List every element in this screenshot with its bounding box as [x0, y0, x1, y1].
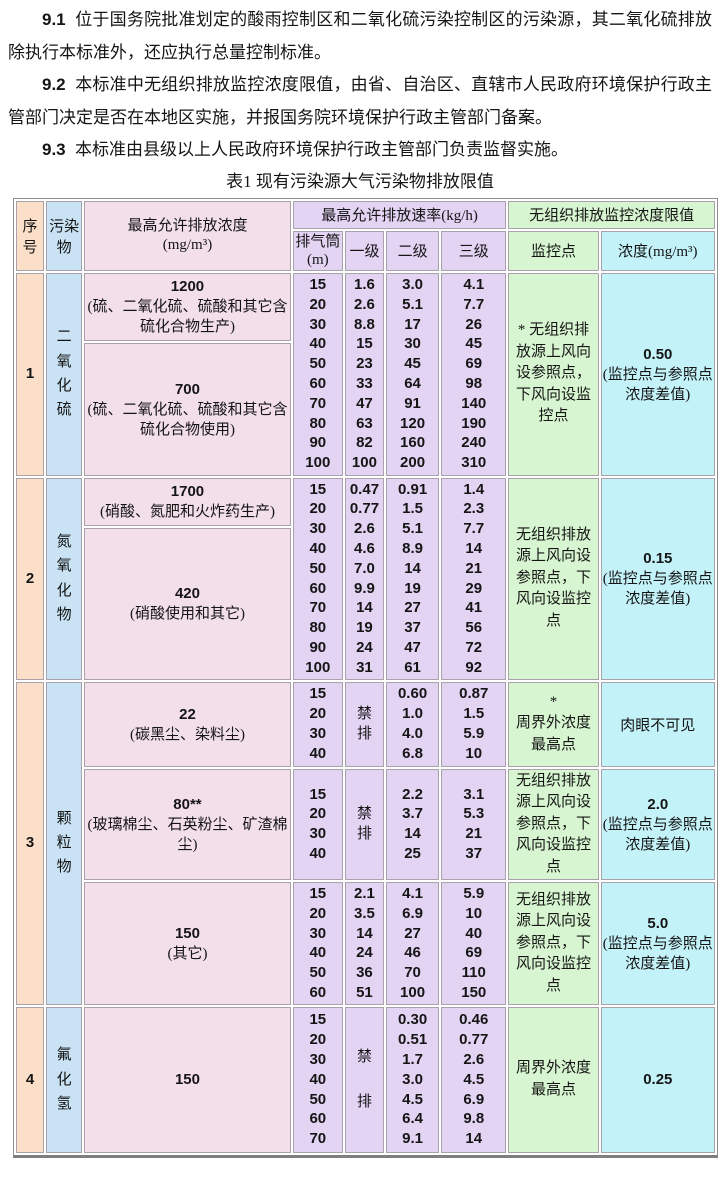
grade1-header: 一级	[344, 230, 384, 271]
table-row: 1 二氧化硫 1200 (硫、二氧化硫、硫酸和其它含硫化合物生产) 15 20 …	[16, 272, 715, 476]
monitor-concentration-cell: 5.0 (监控点与参照点浓度差值)	[600, 882, 715, 1005]
stack-height-cell: 15 20 30 40 50 60 70 80 90 100	[292, 477, 343, 680]
grade1-cell: 1.6 2.6 8.8 15 23 33 47 63 82 100	[344, 272, 384, 476]
seq-header: 序号	[16, 200, 45, 271]
grade1-cell: 禁 排	[344, 768, 384, 880]
grade2-header: 二级	[386, 230, 440, 271]
grade1-cell: 2.1 3.5 14 24 36 51	[344, 882, 384, 1005]
seq-cell: 3	[16, 681, 45, 1005]
concentration-cell: 420 (硝酸使用和其它)	[84, 527, 291, 680]
grade3-cell: 4.1 7.7 26 45 69 98 140 190 240 310	[441, 272, 507, 476]
stack-height-cell: 15 20 30 40	[292, 768, 343, 880]
stack-height-cell: 15 20 30 40 50 60	[292, 882, 343, 1005]
document-body: 9.1 位于国务院批准划定的酸雨控制区和二氧化硫污染控制区的污染源，其二氧化硫排放…	[8, 4, 718, 1158]
monitor-concentration-cell: 2.0 (监控点与参照点浓度差值)	[600, 768, 715, 880]
table-row: 80** (玻璃棉尘、石英粉尘、矿渣棉尘) 15 20 30 40 禁 排 2.…	[16, 768, 715, 880]
table-caption: 表1 现有污染源大气污染物排放限值	[226, 171, 494, 191]
section-number: 9.3	[42, 140, 66, 159]
grade2-cell: 2.2 3.7 14 25	[386, 768, 440, 880]
stack-height-cell: 15 20 30 40 50 60 70 80 90 100	[292, 272, 343, 476]
grade1-cell: 禁 排	[344, 1006, 384, 1153]
emission-limits-table: 序号 污染物 最高允许排放浓度 (mg/m³) 最高允许排放速率(kg/h) 无…	[13, 197, 718, 1158]
grade2-cell: 0.91 1.5 5.1 8.9 14 19 27 37 47 61	[386, 477, 440, 680]
concentration-cell: 700 (硫、二氧化硫、硫酸和其它含硫化合物使用)	[84, 342, 291, 476]
concentration-cell: 22 (碳黑尘、染料尘)	[84, 681, 291, 767]
concentration-cell: 80** (玻璃棉尘、石英粉尘、矿渣棉尘)	[84, 768, 291, 880]
grade2-cell: 0.60 1.0 4.0 6.8	[386, 681, 440, 767]
grade3-cell: 5.9 10 40 69 110 150	[441, 882, 507, 1005]
max-rate-header: 最高允许排放速率(kg/h)	[292, 200, 507, 229]
grade3-cell: 1.4 2.3 7.7 14 21 29 41 56 72 92	[441, 477, 507, 680]
paragraph-text: 本标准中无组织排放监控浓度限值，由省、自治区、直辖市人民政府环境保护行政主管部门…	[8, 75, 712, 127]
fugitive-header: 无组织排放监控浓度限值	[508, 200, 715, 229]
paragraph-text: 本标准由县级以上人民政府环境保护行政主管部门负责监督实施。	[74, 140, 568, 159]
paragraph-9-2: 9.2 本标准中无组织排放监控浓度限值，由省、自治区、直辖市人民政府环境保护行政主…	[8, 69, 712, 134]
concentration-cell: 150	[84, 1006, 291, 1153]
monitor-point-cell: 无组织排放源上风向设参照点，下风向设监控点	[508, 477, 599, 680]
concentration-cell: 150 (其它)	[84, 882, 291, 1005]
pollutant-cell: 氮氧化物	[46, 477, 83, 680]
grade2-cell: 3.0 5.1 17 30 45 64 91 120 160 200	[386, 272, 440, 476]
paragraph-9-3: 9.3 本标准由县级以上人民政府环境保护行政主管部门负责监督实施。	[8, 134, 712, 167]
seq-cell: 1	[16, 272, 45, 476]
section-number: 9.2	[42, 75, 66, 94]
seq-cell: 4	[16, 1006, 45, 1153]
table-row: 150 (其它) 15 20 30 40 50 60 2.1 3.5 14 24…	[16, 882, 715, 1005]
table-row: 2 氮氧化物 1700 (硝酸、氮肥和火炸药生产) 15 20 30 40 50…	[16, 477, 715, 680]
pollutant-header: 污染物	[46, 200, 83, 271]
concentration-cell: 1700 (硝酸、氮肥和火炸药生产)	[84, 477, 291, 526]
monitor-concentration-cell: 0.15 (监控点与参照点浓度差值)	[600, 477, 715, 680]
section-number: 9.1	[42, 10, 66, 29]
table-row: 3 颗粒物 22 (碳黑尘、染料尘) 15 20 30 40 禁 排 0.60 …	[16, 681, 715, 1005]
monitor-conc-header: 浓度(mg/m³)	[600, 230, 715, 271]
monitor-concentration-cell: 0.25	[600, 1006, 715, 1153]
pollutant-cell: 二氧化硫	[46, 272, 83, 476]
monitor-point-cell: * 周界外浓度最高点	[508, 681, 599, 767]
monitor-point-cell: * 无组织排放源上风向设参照点，下风向设监控点	[508, 272, 599, 476]
table-row: 700 (硫、二氧化硫、硫酸和其它含硫化合物使用)	[16, 342, 715, 476]
monitor-point-cell: 周界外浓度最高点	[508, 1006, 599, 1153]
monitor-concentration-cell: 肉眼不可见	[600, 681, 715, 767]
grade1-cell: 禁 排	[344, 681, 384, 767]
monitor-point-cell: 无组织排放源上风向设参照点，下风向设监控点	[508, 882, 599, 1005]
grade3-cell: 3.1 5.3 21 37	[441, 768, 507, 880]
stack-height-cell: 15 20 30 40	[292, 681, 343, 767]
paragraph-9-1: 9.1 位于国务院批准划定的酸雨控制区和二氧化硫污染控制区的污染源，其二氧化硫排放…	[8, 4, 712, 69]
grade2-cell: 0.30 0.51 1.7 3.0 4.5 6.4 9.1	[386, 1006, 440, 1153]
pollutant-cell: 氟化氢	[46, 1006, 83, 1153]
concentration-cell: 1200 (硫、二氧化硫、硫酸和其它含硫化合物生产)	[84, 272, 291, 341]
monitor-concentration-cell: 0.50 (监控点与参照点浓度差值)	[600, 272, 715, 476]
grade3-cell: 0.87 1.5 5.9 10	[441, 681, 507, 767]
monitor-point-cell: 无组织排放源上风向设参照点，下风向设监控点	[508, 768, 599, 880]
max-concentration-header: 最高允许排放浓度 (mg/m³)	[84, 200, 291, 271]
grade1-cell: 0.47 0.77 2.6 4.6 7.0 9.9 14 19 24 31	[344, 477, 384, 680]
stack-height-header: 排气筒 (m)	[292, 230, 343, 271]
paragraph-text: 位于国务院批准划定的酸雨控制区和二氧化硫污染控制区的污染源，其二氧化硫排放除执行…	[8, 10, 712, 62]
grade3-cell: 0.46 0.77 2.6 4.5 6.9 9.8 14	[441, 1006, 507, 1153]
table-row: 4 氟化氢 150 15 20 30 40 50 60 70 禁 排 0.30 …	[16, 1006, 715, 1153]
grade2-cell: 4.1 6.9 27 46 70 100	[386, 882, 440, 1005]
grade3-header: 三级	[441, 230, 507, 271]
seq-cell: 2	[16, 477, 45, 680]
table-row: 420 (硝酸使用和其它)	[16, 527, 715, 680]
monitor-point-header: 监控点	[508, 230, 599, 271]
pollutant-cell: 颗粒物	[46, 681, 83, 1005]
stack-height-cell: 15 20 30 40 50 60 70	[292, 1006, 343, 1153]
